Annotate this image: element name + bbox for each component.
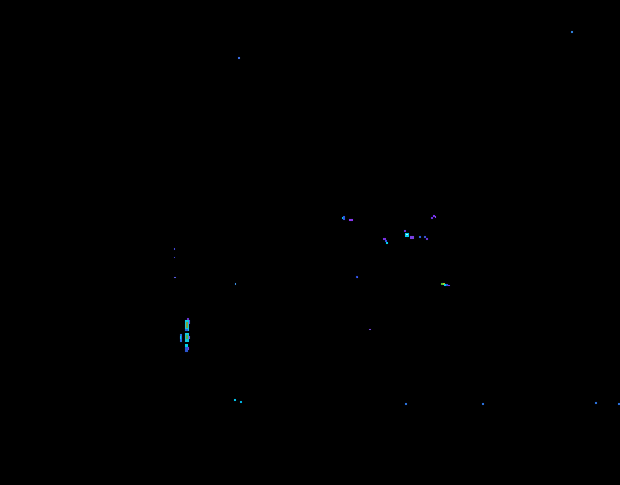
blue-dot-bottom-3-pixel — [595, 402, 597, 404]
diagonal-streak-pixel — [383, 238, 386, 240]
bright-cluster-blob-left-pixel — [180, 334, 182, 342]
speck-chain-pixel — [405, 233, 409, 237]
bright-cluster-blob-bottom-pixel — [185, 344, 188, 347]
dotted-column-left-pixel — [174, 257, 175, 258]
blue-purple-tick-pair-pixel — [342, 217, 343, 219]
rainbow-streak-pixel — [446, 284, 448, 286]
rainbow-streak-pixel — [444, 284, 446, 286]
bright-cluster-blob-middle-pixel — [189, 336, 190, 339]
bright-cluster-blob-bottom-pixel — [185, 347, 188, 352]
bright-cluster-blob-top-pixel — [186, 322, 188, 328]
rainbow-streak-pixel — [448, 285, 450, 286]
rainbow-streak-pixel — [441, 283, 443, 285]
diagonal-streak-pixel — [385, 240, 387, 242]
bright-cluster-blob-top-pixel — [185, 329, 188, 331]
diagonal-streak-pixel — [386, 242, 388, 244]
royal-blue-dot-center-pixel — [357, 277, 358, 278]
bright-cluster-blob-bottom-pixel — [188, 347, 189, 350]
blue-dot-bottom-4-pixel — [618, 403, 620, 405]
bright-cluster-blob-middle-pixel — [186, 335, 188, 339]
blue-dot-top-right-pixel — [571, 31, 573, 33]
purple-blob-pixel — [431, 217, 433, 219]
dotted-column-left-pixel — [174, 277, 176, 278]
dotted-column-left-pixel — [174, 248, 175, 250]
purple-blob-pixel — [435, 216, 436, 218]
speck-chain-pixel — [406, 234, 408, 235]
speck-chain-pixel — [410, 236, 414, 239]
bright-cluster-blob-top-pixel — [187, 318, 189, 320]
speck-chain-pixel — [424, 236, 426, 238]
speck-chain-pixel — [404, 230, 406, 232]
cyan-pair-bottom-left-pixel — [240, 401, 242, 403]
bright-cluster-blob-left-pixel — [180, 336, 181, 339]
bright-cluster-blob-top-pixel — [189, 320, 190, 324]
purple-blob-pixel — [433, 215, 435, 217]
cyan-pair-bottom-left-pixel — [234, 399, 236, 401]
blue-dot-bottom-2-pixel — [482, 403, 484, 405]
blue-purple-tick-pair-pixel — [349, 219, 353, 221]
blue-dot-bottom-1-pixel — [405, 403, 407, 405]
blue-purple-tick-pair-pixel — [343, 216, 345, 220]
blue-dot-top-left-pixel — [238, 57, 240, 59]
purple-dot-center-pixel — [369, 329, 371, 330]
speck-chain-pixel — [426, 238, 428, 240]
speck-chain-pixel — [419, 236, 421, 238]
small-blue-dot-mid-left-pixel — [235, 283, 236, 285]
